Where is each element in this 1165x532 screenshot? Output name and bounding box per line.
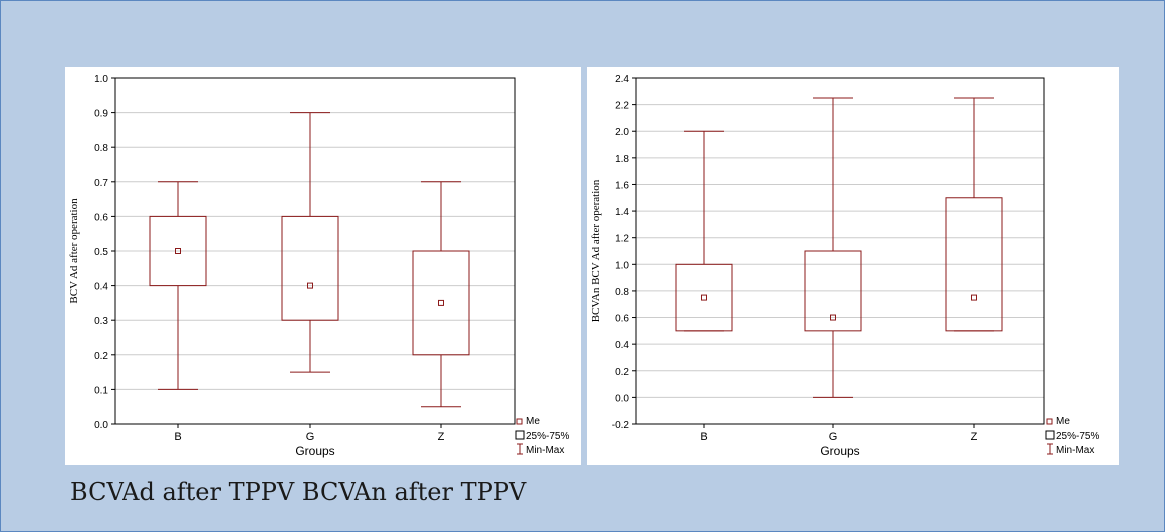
chart-panel-right: -0.2 0.0 0.2 0.4 0.6 0.8 1.0 1.2 1.4 1.6 1.8 2.0 2.2… (587, 67, 1119, 465)
y-tick-label: -0.2 (612, 420, 630, 431)
iqr-box (945, 197, 1003, 332)
y-tick-label: 1.6 (615, 180, 629, 191)
y-axis-label: BCVAn BCV Ad after operation (590, 179, 602, 322)
x-tick-label: Z (971, 431, 978, 443)
y-tick-label: 1.2 (615, 234, 629, 245)
y-tick-label: 1.4 (615, 207, 629, 218)
y-tick-label: 0.0 (615, 393, 629, 404)
y-tick-label: 0.8 (615, 287, 629, 298)
legend-me-label: Me (1056, 416, 1070, 427)
legend-minmax-label: Min-Max (526, 445, 564, 456)
iqr-box (804, 250, 862, 332)
y-tick-label: 0.6 (615, 314, 629, 325)
y-tick-label: 0.4 (94, 282, 108, 293)
y-axis-label: BCV Ad after operation (68, 198, 80, 304)
iqr-box (281, 215, 339, 321)
legend-box-icon (515, 430, 525, 440)
iqr-box (412, 250, 470, 356)
y-tick-label: 0.7 (94, 178, 108, 189)
y-tick-label: 1.8 (615, 154, 629, 165)
y-tick-label: 0.0 (94, 420, 108, 431)
y-tick-label: 2.2 (615, 101, 629, 112)
plot-frame (635, 77, 1045, 425)
chart-panel-left: 0.0 0.1 0.2 0.3 0.4 0.5 0.6 0.7 0.8 0.9 1.0 B G Z Grou… (65, 67, 581, 465)
iqr-box (675, 263, 733, 332)
median-marker (307, 282, 313, 289)
legend-me-icon (1046, 418, 1053, 425)
plot-frame (114, 77, 516, 425)
x-tick-label: B (700, 431, 707, 443)
y-tick-label: 0.2 (615, 367, 629, 378)
median-marker (438, 299, 444, 306)
box-plot-left: 0.0 0.1 0.2 0.3 0.4 0.5 0.6 0.7 0.8 0.9 1.0 B G Z Grou… (68, 74, 569, 458)
legend-box-label: 25%-75% (1056, 431, 1099, 442)
median-marker (971, 294, 977, 301)
box-plot-right: -0.2 0.0 0.2 0.4 0.6 0.8 1.0 1.2 1.4 1.6 1.8 2.0 2.2… (590, 74, 1099, 458)
y-tick-label: 2.0 (615, 127, 629, 138)
median-marker (175, 248, 181, 254)
y-tick-label: 0.1 (94, 385, 108, 396)
legend-box-icon (1045, 430, 1055, 440)
y-tick-label: 0.9 (94, 109, 108, 120)
x-tick-label: Z (438, 431, 445, 443)
x-tick-label: G (829, 431, 838, 443)
legend-box-label: 25%-75% (526, 431, 569, 442)
y-tick-label: 0.5 (94, 247, 108, 258)
x-axis-label: Groups (295, 444, 334, 458)
y-tick-label: 1.0 (615, 260, 629, 271)
x-tick-label: B (174, 431, 181, 443)
median-marker (701, 294, 707, 301)
y-tick-label: 0.3 (94, 316, 108, 327)
y-tick-label: 1.0 (94, 74, 108, 85)
legend-minmax-label: Min-Max (1056, 445, 1094, 456)
y-tick-label: 2.4 (615, 74, 629, 85)
iqr-box (149, 215, 207, 287)
legend-me-label: Me (526, 416, 540, 427)
x-tick-label: G (306, 431, 315, 443)
y-tick-label: 0.8 (94, 143, 108, 154)
y-tick-label: 0.2 (94, 351, 108, 362)
y-tick-label: 0.6 (94, 212, 108, 223)
legend-me-icon (516, 418, 523, 425)
figure-caption: BCVAd after TPPV BCVAn after TPPV (70, 478, 527, 506)
y-tick-label: 0.4 (615, 340, 629, 351)
x-axis-label: Groups (820, 444, 859, 458)
median-marker (830, 314, 836, 321)
